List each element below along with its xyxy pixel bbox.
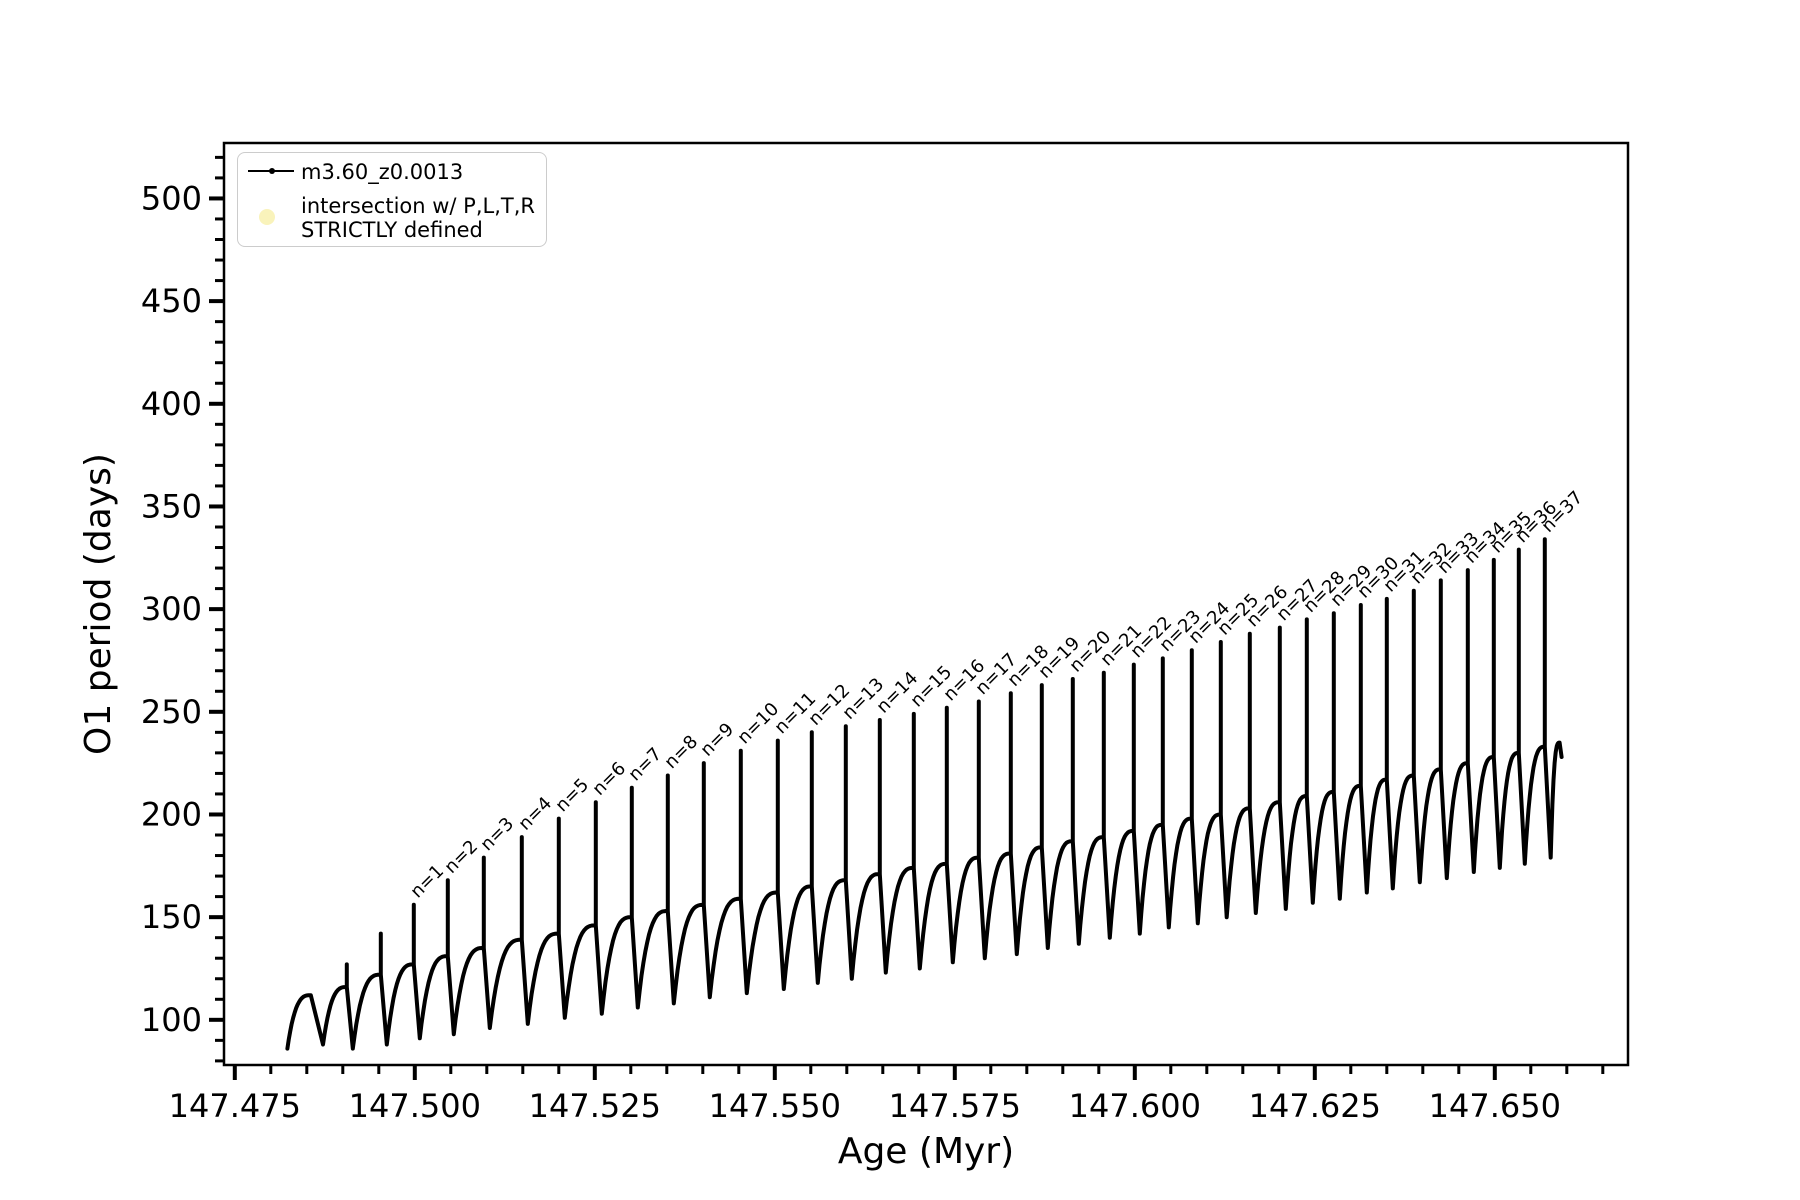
y-axis-tick-label: 100 bbox=[141, 1001, 202, 1039]
y-axis-tick-label: 250 bbox=[141, 693, 202, 731]
pulse-label: n=4 bbox=[514, 793, 556, 835]
legend-intersection-marker-icon bbox=[259, 209, 275, 225]
y-axis-tick-label: 350 bbox=[141, 487, 202, 525]
pulse-label: n=8 bbox=[660, 731, 702, 773]
legend-intersection-line1: intersection w/ P,L,T,R bbox=[301, 194, 535, 218]
x-axis-tick-label: 147.575 bbox=[889, 1087, 1021, 1125]
y-axis-tick-label: 150 bbox=[141, 898, 202, 936]
pulse-label: n=9 bbox=[696, 719, 738, 761]
period-curve bbox=[285, 537, 1564, 1051]
y-axis-title: O1 period (days) bbox=[78, 453, 119, 755]
pulse-label: n=1 bbox=[406, 861, 448, 903]
legend-entry-series-label: m3.60_z0.0013 bbox=[301, 160, 464, 184]
pulse-label: n=5 bbox=[551, 774, 593, 816]
y-axis-tick-label: 400 bbox=[141, 385, 202, 423]
x-axis-tick-label: 147.625 bbox=[1249, 1087, 1381, 1125]
y-axis-tick-label: 200 bbox=[141, 795, 202, 833]
axes-frame bbox=[222, 141, 1630, 1067]
x-axis-tick-label: 147.475 bbox=[169, 1087, 301, 1125]
y-axis-tick-label: 500 bbox=[141, 179, 202, 217]
pulse-label: n=6 bbox=[588, 758, 630, 800]
x-axis-tick-label: 147.550 bbox=[709, 1087, 841, 1125]
x-axis-tick-label: 147.650 bbox=[1429, 1087, 1561, 1125]
legend-entry-intersection-label: intersection w/ P,L,T,R STRICTLY defined bbox=[301, 194, 535, 242]
pulse-label: n=2 bbox=[440, 836, 482, 878]
legend: m3.60_z0.0013 intersection w/ P,L,T,R ST… bbox=[237, 152, 547, 247]
x-axis-tick-label: 147.525 bbox=[529, 1087, 661, 1125]
x-axis-title: Age (Myr) bbox=[838, 1131, 1014, 1172]
x-axis-tick-label: 147.500 bbox=[349, 1087, 481, 1125]
legend-line-marker-dot bbox=[269, 168, 275, 174]
x-axis-tick-label: 147.600 bbox=[1069, 1087, 1201, 1125]
pulse-label: n=3 bbox=[476, 813, 518, 855]
y-axis-tick-label: 300 bbox=[141, 590, 202, 628]
pulse-label: n=7 bbox=[624, 744, 666, 786]
legend-intersection-line2: STRICTLY defined bbox=[301, 218, 483, 242]
y-axis-tick-label: 450 bbox=[141, 282, 202, 320]
